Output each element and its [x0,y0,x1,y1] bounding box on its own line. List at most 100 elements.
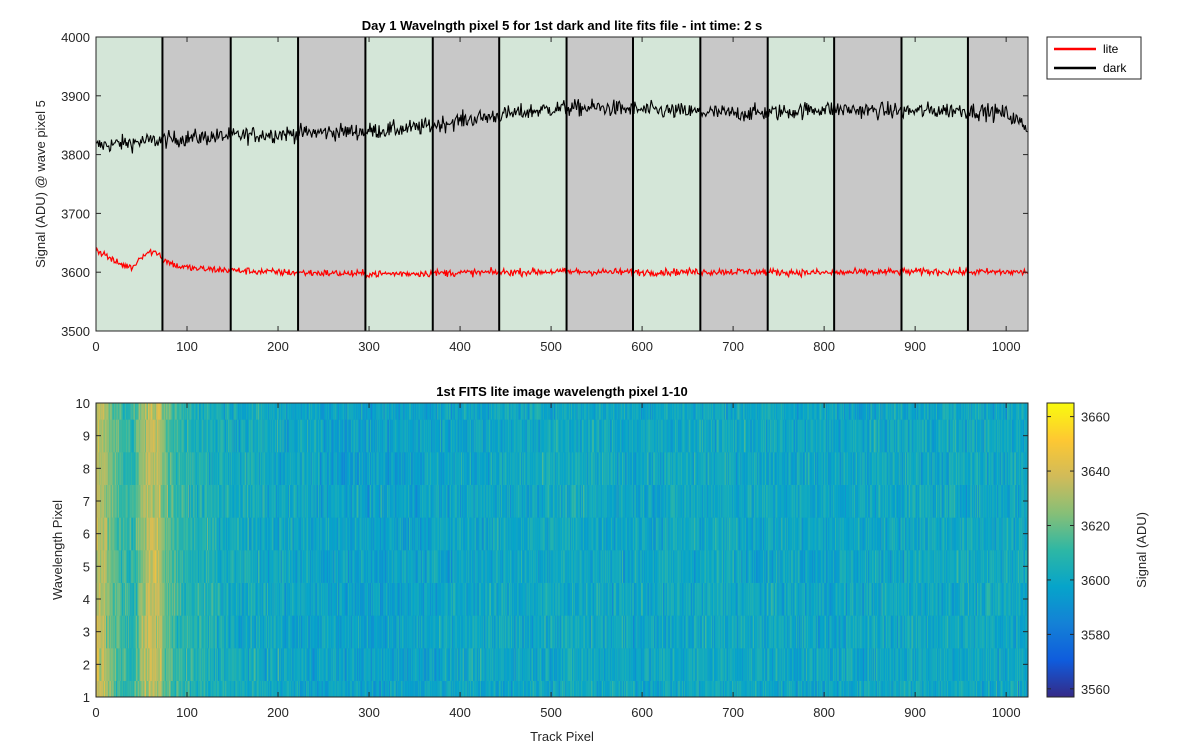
heatmap-cell [276,550,278,583]
heatmap-cell [771,550,773,583]
heatmap-cell [693,680,695,698]
heatmap-cell [657,680,659,698]
heatmap-cell [530,550,532,583]
y-tick-label: 4000 [61,30,90,45]
heatmap-cell [213,615,215,649]
heatmap-cell [114,582,116,616]
heatmap-cell [450,680,453,698]
heatmap-cell [641,582,643,616]
heatmap-cell [764,648,767,681]
heatmap-cell [100,550,102,583]
heatmap-cell [632,582,634,616]
heatmap-cell [397,680,399,698]
heatmap-cell [544,550,546,583]
heatmap-cell [120,680,122,698]
heatmap-cell [643,680,645,698]
heatmap-cell [716,550,718,583]
heatmap-cell [207,680,210,698]
heatmap-cell [678,680,680,698]
heatmap-cell [552,582,555,616]
heatmap-cell [154,615,156,649]
heatmap-cell [691,550,693,583]
heatmap-cell [457,680,459,698]
heatmap-cell [188,648,191,681]
heatmap-cell [242,582,244,616]
heatmap-cell [131,582,133,616]
heatmap-cell [816,648,819,681]
heatmap-cell [825,550,828,583]
background-band [432,37,500,331]
heatmap-cell [141,550,143,583]
heatmap-cell [758,615,760,649]
heatmap-cell [738,582,740,616]
heatmap-cell [291,582,293,616]
heatmap-cell [827,615,830,649]
heatmap-cell [971,648,973,681]
heatmap-cell [746,582,749,616]
heatmap-cell [164,648,166,681]
heatmap-cell [490,648,492,681]
heatmap-cell [579,550,581,583]
heatmap-cell [379,615,382,649]
heatmap-cell [713,680,715,698]
heatmap-cell [421,550,424,583]
heatmap-cell [916,680,918,698]
heatmap-cell [405,648,407,681]
heatmap-cell [686,680,688,698]
heatmap-cell [171,680,173,698]
heatmap-cell [542,615,545,649]
heatmap-cell [287,648,289,681]
heatmap-cell [510,582,512,616]
heatmap-cell [253,680,255,698]
heatmap-cell [673,582,675,616]
heatmap-cell [683,648,686,681]
heatmap-cell [601,550,603,583]
heatmap-cell [491,582,494,616]
heatmap-cell [446,615,448,649]
heatmap-cell [795,550,798,583]
heatmap-cell [401,615,404,649]
heatmap-cell [491,582,493,616]
heatmap-cell [999,615,1002,649]
heatmap-cell [282,615,284,649]
heatmap-cell [734,648,736,681]
heatmap-cell [646,582,648,616]
heatmap-cell [360,680,363,698]
heatmap-cell [768,648,770,681]
heatmap-cell [644,648,647,681]
heatmap-cell [823,615,825,649]
heatmap-cell [173,582,175,616]
heatmap-cell [280,550,283,583]
heatmap-cell [828,680,830,698]
heatmap-cell [582,648,584,681]
heatmap-cell [869,680,871,698]
heatmap-cell [342,680,344,698]
heatmap-cell [536,648,538,681]
heatmap-cell [774,582,777,616]
heatmap-cell [692,615,694,649]
heatmap-cell [175,582,177,616]
heatmap-cell [416,550,418,583]
heatmap-cell [238,680,241,698]
heatmap-cell [342,648,344,681]
heatmap-cell [556,550,558,583]
background-band [834,37,902,331]
heatmap-cell [498,615,500,649]
heatmap-cell [288,615,290,649]
heatmap-cell [769,582,771,616]
heatmap-cell [193,550,195,583]
heatmap-cell [761,582,763,616]
heatmap-cell [767,648,769,681]
heatmap-cell [258,615,261,649]
heatmap-cell [467,582,469,616]
heatmap-cell [489,582,491,616]
heatmap-cell [364,680,366,698]
heatmap-cell [139,582,141,616]
heatmap-cell [714,582,716,616]
heatmap-cell [580,582,582,616]
heatmap-cell [819,615,821,649]
heatmap-cell [888,582,891,616]
heatmap-cell [984,648,986,681]
heatmap-cell [693,582,696,616]
